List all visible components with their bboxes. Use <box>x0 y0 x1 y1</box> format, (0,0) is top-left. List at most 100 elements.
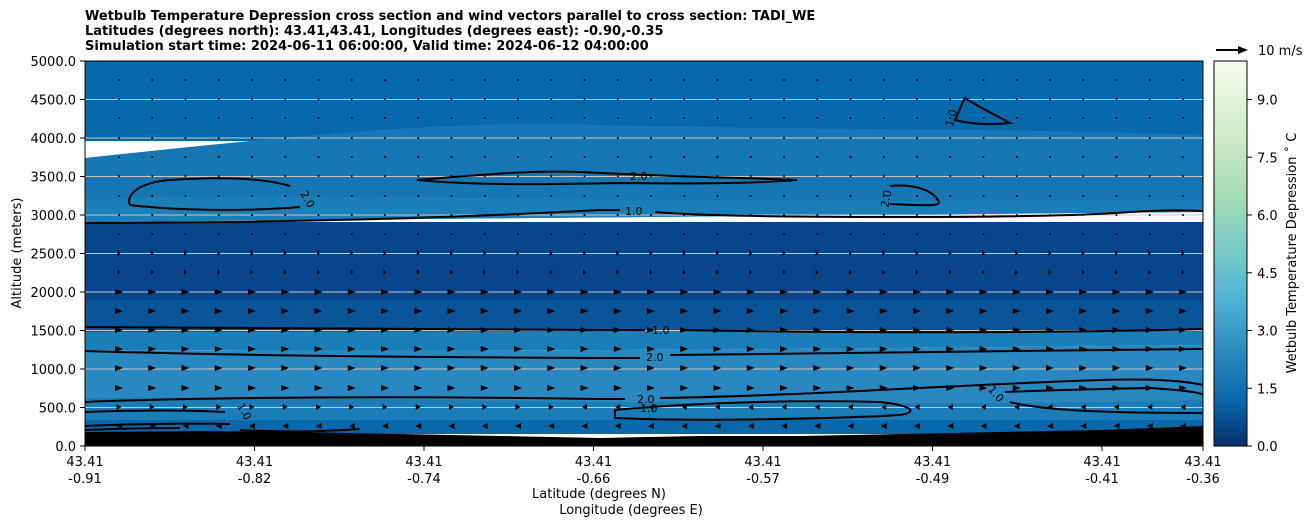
wind-vector <box>1182 98 1184 100</box>
wind-vector <box>913 308 921 314</box>
wind-vector <box>813 365 822 371</box>
wind-vector <box>284 214 287 216</box>
wind-vector <box>251 117 253 119</box>
wind-vector <box>549 250 553 256</box>
wind-vector <box>1148 137 1151 139</box>
wind-vector <box>647 327 655 333</box>
wind-vector <box>1082 175 1085 177</box>
x-tick-lat: 43.41 <box>575 455 612 470</box>
wind-vector <box>548 404 554 410</box>
wind-vector <box>118 98 120 100</box>
wind-vector <box>613 365 622 371</box>
wind-vector <box>1015 98 1018 100</box>
wind-vector <box>281 385 290 391</box>
wind-vector <box>1115 117 1118 119</box>
colorbar-tick-label: 9.0 <box>1257 94 1278 109</box>
wind-vector <box>682 269 686 275</box>
wind-vector <box>681 423 688 429</box>
wind-vector <box>783 137 785 139</box>
wind-vector <box>483 98 486 100</box>
wind-vector <box>447 289 456 295</box>
wind-vector <box>450 79 453 81</box>
wind-vector <box>746 289 755 295</box>
wind-vector <box>214 365 223 371</box>
wind-vector <box>747 423 754 429</box>
wind-vector <box>816 79 819 81</box>
wind-vector <box>1181 269 1185 275</box>
wind-vector <box>417 137 420 139</box>
wind-vector <box>381 365 389 371</box>
wind-vector <box>716 156 719 158</box>
wind-vector <box>616 195 619 197</box>
wind-vector <box>1049 79 1051 81</box>
wind-vector <box>1179 385 1187 391</box>
wind-vector <box>347 385 356 391</box>
wind-vector <box>1079 289 1088 295</box>
wind-vector <box>1049 233 1051 235</box>
wind-vector <box>583 269 586 275</box>
wind-vector <box>1145 365 1154 371</box>
wind-vector <box>882 98 885 100</box>
wind-vector <box>481 423 488 429</box>
wind-vector <box>447 346 456 352</box>
wind-vector <box>583 79 586 81</box>
wind-vector <box>151 214 154 216</box>
wind-vector <box>317 137 320 139</box>
wind-vector <box>915 269 919 275</box>
wind-vector <box>417 195 420 197</box>
wind-vector <box>281 365 290 371</box>
wind-vector <box>151 175 154 177</box>
contour-label-4: 2.0 <box>630 170 648 183</box>
wind-vector <box>148 327 157 333</box>
wind-vector <box>118 175 120 177</box>
wind-vector <box>1115 137 1118 139</box>
wind-vector <box>649 269 653 275</box>
wind-vector <box>1049 117 1051 119</box>
wind-vector <box>780 385 788 391</box>
wind-vector <box>1182 79 1184 81</box>
wind-vector <box>317 175 320 177</box>
wind-vector <box>384 214 386 216</box>
wind-vector <box>447 365 456 371</box>
colorbar-tick-label: 3.0 <box>1257 325 1278 340</box>
wind-vector <box>979 308 988 314</box>
y-tick-label: 0.0 <box>55 440 76 455</box>
wind-vector <box>517 175 519 177</box>
wind-vector <box>151 233 154 235</box>
wind-vector <box>317 79 320 81</box>
wind-vector <box>1148 195 1151 197</box>
wind-vector <box>184 98 187 100</box>
wind-vector <box>550 233 553 235</box>
wind-vector <box>716 269 719 275</box>
wind-vector <box>1046 289 1054 295</box>
wind-vector <box>749 195 752 197</box>
wind-vector <box>583 214 586 216</box>
wind-vector <box>350 137 353 139</box>
wind-vector <box>1049 175 1051 177</box>
wind-vector <box>849 156 852 158</box>
wind-vector <box>317 117 320 119</box>
x-tick-lat: 43.41 <box>66 455 103 470</box>
wind-vector <box>1082 117 1085 119</box>
wind-vector <box>1015 175 1018 177</box>
y-tick-label: 3000.0 <box>31 209 77 224</box>
colorbar-ticks: 0.0 1.5 3.0 4.5 6.0 7.5 9.0 <box>1247 94 1278 455</box>
wind-vector <box>150 269 154 275</box>
contour-1.0-right-low <box>1004 386 1203 414</box>
wind-vector <box>1015 79 1018 81</box>
wind-vector <box>1015 156 1018 158</box>
wind-vector <box>384 137 386 139</box>
wind-vector <box>583 98 586 100</box>
wind-vector <box>317 195 320 197</box>
wind-vector <box>813 385 822 391</box>
wind-vector <box>916 195 918 197</box>
wind-vector <box>248 308 256 314</box>
contour-1.0-3000 <box>85 209 1203 224</box>
wind-vector <box>480 308 489 314</box>
wind-vector <box>882 214 885 216</box>
wind-vector <box>583 250 586 256</box>
wind-vector <box>383 269 387 275</box>
wind-vector <box>783 98 785 100</box>
wind-vector <box>284 137 287 139</box>
wind-vector <box>614 423 621 429</box>
